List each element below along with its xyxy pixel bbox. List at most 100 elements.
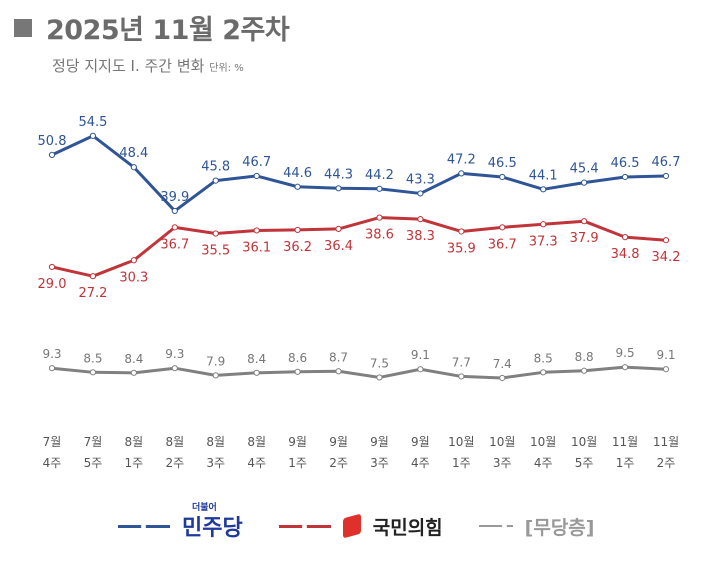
data-point bbox=[130, 257, 137, 264]
data-label: 7.5 bbox=[370, 356, 389, 370]
data-point bbox=[171, 207, 178, 215]
data-label: 43.3 bbox=[406, 172, 435, 187]
data-label: 47.2 bbox=[447, 152, 476, 167]
data-label: 46.5 bbox=[488, 156, 517, 171]
data-label: 9.1 bbox=[411, 348, 430, 362]
x-tick-label: 1주 bbox=[288, 456, 307, 470]
legend-none: [무당층] bbox=[478, 513, 595, 540]
data-point bbox=[294, 226, 301, 234]
x-tick-label: 3주 bbox=[493, 456, 512, 470]
x-tick-label: 10월 bbox=[489, 435, 515, 449]
data-label: 9.1 bbox=[656, 348, 675, 362]
x-tick-label: 8월 bbox=[247, 435, 266, 449]
data-point bbox=[294, 368, 301, 375]
data-point bbox=[621, 234, 629, 241]
x-tick-label: 9월 bbox=[411, 435, 430, 449]
series-line-0 bbox=[51, 134, 667, 213]
legend-ppp: 국민의힘 bbox=[278, 513, 443, 540]
data-point bbox=[458, 373, 465, 380]
x-tick-label: 9월 bbox=[288, 435, 307, 449]
data-point bbox=[621, 173, 629, 181]
data-label: 46.7 bbox=[242, 155, 271, 170]
data-label: 9.3 bbox=[165, 347, 184, 361]
square-bullet-icon bbox=[14, 19, 32, 37]
data-point bbox=[499, 173, 506, 181]
data-point bbox=[540, 369, 547, 376]
data-label: 36.4 bbox=[324, 239, 353, 254]
data-point bbox=[499, 224, 506, 231]
data-point bbox=[376, 185, 383, 192]
x-tick-label: 1주 bbox=[125, 456, 144, 470]
data-label: 8.5 bbox=[83, 351, 102, 365]
data-label: 7.9 bbox=[206, 354, 225, 368]
x-tick-label: 4주 bbox=[534, 456, 553, 470]
data-label: 8.8 bbox=[575, 350, 594, 364]
data-label: 48.4 bbox=[119, 146, 148, 161]
data-label: 8.5 bbox=[534, 351, 553, 365]
data-point bbox=[253, 227, 260, 234]
page-title: 2025년 11월 2주차 bbox=[14, 8, 290, 47]
data-point bbox=[48, 263, 56, 271]
x-tick-label: 11월 bbox=[653, 435, 679, 449]
data-point bbox=[662, 172, 670, 180]
data-label: 9.5 bbox=[616, 346, 635, 360]
data-point bbox=[89, 369, 97, 376]
ppp-logo-icon bbox=[342, 513, 361, 539]
x-tick-label: 8월 bbox=[125, 435, 144, 449]
data-point bbox=[335, 185, 342, 192]
data-point bbox=[417, 190, 424, 197]
x-tick-label: 9월 bbox=[370, 435, 389, 449]
data-label: 46.7 bbox=[652, 155, 681, 170]
x-tick-label: 2주 bbox=[329, 456, 348, 470]
series-line-2 bbox=[51, 365, 667, 380]
legend-label-ppp: 국민의힘 bbox=[372, 516, 443, 539]
data-label: 46.5 bbox=[611, 156, 640, 171]
data-point bbox=[662, 366, 670, 373]
legend-label-none: [무당층] bbox=[524, 516, 595, 539]
data-label: 34.2 bbox=[652, 250, 681, 265]
data-label: 8.4 bbox=[247, 352, 266, 366]
data-label: 7.4 bbox=[493, 357, 512, 371]
data-point bbox=[417, 366, 424, 373]
legend-line-ppp bbox=[278, 523, 331, 529]
data-point bbox=[540, 186, 547, 193]
x-tick-label: 7월 bbox=[43, 435, 62, 449]
data-point bbox=[335, 225, 342, 233]
legend: 더불어 민주당 국민의힘 [무당층] bbox=[118, 503, 616, 542]
data-point bbox=[171, 365, 178, 372]
data-label: 37.9 bbox=[570, 231, 599, 246]
data-point bbox=[130, 164, 137, 171]
subtitle: 정당 지지도 Ⅰ. 주간 변화 단위: % bbox=[52, 55, 244, 76]
x-tick-label: 8월 bbox=[206, 435, 225, 449]
x-tick-label: 2주 bbox=[657, 456, 676, 470]
data-label: 8.4 bbox=[124, 352, 143, 366]
data-label: 38.6 bbox=[365, 228, 394, 243]
x-tick-label: 4주 bbox=[43, 456, 62, 470]
data-label: 54.5 bbox=[78, 115, 107, 130]
legend-label-dem: 더불어 민주당 bbox=[182, 503, 243, 542]
data-point bbox=[581, 367, 588, 374]
data-label: 9.3 bbox=[42, 347, 61, 361]
data-point bbox=[89, 273, 97, 280]
data-point bbox=[376, 374, 383, 381]
data-point bbox=[499, 374, 506, 382]
data-point bbox=[458, 170, 465, 177]
data-label: 44.3 bbox=[324, 167, 353, 182]
data-label: 44.1 bbox=[529, 168, 558, 183]
data-label: 37.3 bbox=[529, 234, 558, 249]
data-label: 44.2 bbox=[365, 168, 394, 183]
legend-label-dem-small: 더불어 bbox=[192, 503, 217, 513]
data-label: 44.6 bbox=[283, 166, 312, 181]
legend-line-dem bbox=[118, 523, 170, 529]
x-tick-label: 4주 bbox=[247, 456, 266, 470]
data-label: 35.5 bbox=[201, 244, 230, 259]
data-point bbox=[540, 221, 547, 228]
data-point bbox=[581, 218, 588, 225]
data-point bbox=[212, 372, 219, 379]
data-label: 39.9 bbox=[160, 190, 189, 205]
data-label: 30.3 bbox=[119, 270, 148, 285]
x-tick-label: 11월 bbox=[612, 435, 638, 449]
data-label: 36.7 bbox=[160, 237, 189, 252]
x-tick-label: 7월 bbox=[84, 435, 103, 449]
